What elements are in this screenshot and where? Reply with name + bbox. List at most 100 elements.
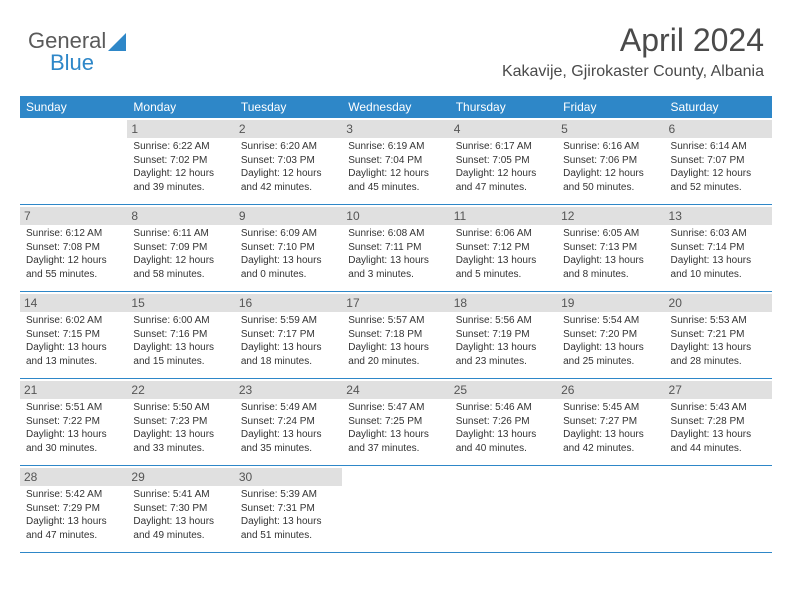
calendar-header-row: SundayMondayTuesdayWednesdayThursdayFrid… xyxy=(20,96,772,118)
daylight-text: Daylight: 13 hours xyxy=(133,341,228,355)
daylight-text: Daylight: 13 hours xyxy=(671,254,766,268)
calendar-day: 27Sunrise: 5:43 AMSunset: 7:28 PMDayligh… xyxy=(665,379,772,465)
day-number: 11 xyxy=(450,207,557,225)
calendar-week: 14Sunrise: 6:02 AMSunset: 7:15 PMDayligh… xyxy=(20,292,772,379)
sunset-text: Sunset: 7:27 PM xyxy=(563,415,658,429)
day-number: 22 xyxy=(127,381,234,399)
daylight-text: and 23 minutes. xyxy=(456,355,551,369)
daylight-text: and 28 minutes. xyxy=(671,355,766,369)
sunset-text: Sunset: 7:14 PM xyxy=(671,241,766,255)
calendar-day: 24Sunrise: 5:47 AMSunset: 7:25 PMDayligh… xyxy=(342,379,449,465)
daylight-text: Daylight: 13 hours xyxy=(26,515,121,529)
calendar-day: 16Sunrise: 5:59 AMSunset: 7:17 PMDayligh… xyxy=(235,292,342,378)
sunrise-text: Sunrise: 6:12 AM xyxy=(26,227,121,241)
day-number: 8 xyxy=(127,207,234,225)
sunset-text: Sunset: 7:23 PM xyxy=(133,415,228,429)
sunrise-text: Sunrise: 6:08 AM xyxy=(348,227,443,241)
calendar-day-empty xyxy=(557,466,664,552)
daylight-text: Daylight: 13 hours xyxy=(133,515,228,529)
sunset-text: Sunset: 7:06 PM xyxy=(563,154,658,168)
day-number: 16 xyxy=(235,294,342,312)
daylight-text: and 18 minutes. xyxy=(241,355,336,369)
daylight-text: Daylight: 12 hours xyxy=(671,167,766,181)
daylight-text: Daylight: 13 hours xyxy=(456,341,551,355)
daylight-text: and 0 minutes. xyxy=(241,268,336,282)
sunrise-text: Sunrise: 5:53 AM xyxy=(671,314,766,328)
calendar-day: 20Sunrise: 5:53 AMSunset: 7:21 PMDayligh… xyxy=(665,292,772,378)
calendar-day: 19Sunrise: 5:54 AMSunset: 7:20 PMDayligh… xyxy=(557,292,664,378)
sunset-text: Sunset: 7:09 PM xyxy=(133,241,228,255)
daylight-text: and 45 minutes. xyxy=(348,181,443,195)
day-number: 29 xyxy=(127,468,234,486)
day-number: 15 xyxy=(127,294,234,312)
sunset-text: Sunset: 7:31 PM xyxy=(241,502,336,516)
daylight-text: Daylight: 13 hours xyxy=(456,428,551,442)
sunrise-text: Sunrise: 5:41 AM xyxy=(133,488,228,502)
daylight-text: and 42 minutes. xyxy=(241,181,336,195)
day-number: 30 xyxy=(235,468,342,486)
sunrise-text: Sunrise: 6:00 AM xyxy=(133,314,228,328)
daylight-text: and 58 minutes. xyxy=(133,268,228,282)
calendar-day-empty xyxy=(342,466,449,552)
brand-logo: General Blue xyxy=(28,28,130,76)
calendar-day: 26Sunrise: 5:45 AMSunset: 7:27 PMDayligh… xyxy=(557,379,664,465)
day-number: 24 xyxy=(342,381,449,399)
daylight-text: and 47 minutes. xyxy=(456,181,551,195)
calendar-day: 12Sunrise: 6:05 AMSunset: 7:13 PMDayligh… xyxy=(557,205,664,291)
calendar-day: 8Sunrise: 6:11 AMSunset: 7:09 PMDaylight… xyxy=(127,205,234,291)
sunrise-text: Sunrise: 6:05 AM xyxy=(563,227,658,241)
sunrise-text: Sunrise: 6:06 AM xyxy=(456,227,551,241)
day-number: 1 xyxy=(127,120,234,138)
daylight-text: and 25 minutes. xyxy=(563,355,658,369)
day-number: 20 xyxy=(665,294,772,312)
sunrise-text: Sunrise: 5:45 AM xyxy=(563,401,658,415)
daylight-text: Daylight: 13 hours xyxy=(26,428,121,442)
daylight-text: and 33 minutes. xyxy=(133,442,228,456)
day-number: 10 xyxy=(342,207,449,225)
sunset-text: Sunset: 7:04 PM xyxy=(348,154,443,168)
sunset-text: Sunset: 7:12 PM xyxy=(456,241,551,255)
daylight-text: and 13 minutes. xyxy=(26,355,121,369)
sunset-text: Sunset: 7:07 PM xyxy=(671,154,766,168)
calendar-day: 25Sunrise: 5:46 AMSunset: 7:26 PMDayligh… xyxy=(450,379,557,465)
sunrise-text: Sunrise: 6:16 AM xyxy=(563,140,658,154)
calendar-day: 1Sunrise: 6:22 AMSunset: 7:02 PMDaylight… xyxy=(127,118,234,204)
sunset-text: Sunset: 7:08 PM xyxy=(26,241,121,255)
sunrise-text: Sunrise: 5:51 AM xyxy=(26,401,121,415)
sunrise-text: Sunrise: 6:17 AM xyxy=(456,140,551,154)
sunrise-text: Sunrise: 6:22 AM xyxy=(133,140,228,154)
day-number: 9 xyxy=(235,207,342,225)
daylight-text: Daylight: 13 hours xyxy=(348,341,443,355)
sunset-text: Sunset: 7:16 PM xyxy=(133,328,228,342)
daylight-text: and 49 minutes. xyxy=(133,529,228,543)
sunrise-text: Sunrise: 6:03 AM xyxy=(671,227,766,241)
sunrise-text: Sunrise: 5:42 AM xyxy=(26,488,121,502)
daylight-text: and 44 minutes. xyxy=(671,442,766,456)
sunrise-text: Sunrise: 6:19 AM xyxy=(348,140,443,154)
calendar-day: 5Sunrise: 6:16 AMSunset: 7:06 PMDaylight… xyxy=(557,118,664,204)
sunset-text: Sunset: 7:02 PM xyxy=(133,154,228,168)
sunrise-text: Sunrise: 5:47 AM xyxy=(348,401,443,415)
dow-header: Thursday xyxy=(450,96,557,118)
daylight-text: and 40 minutes. xyxy=(456,442,551,456)
brand-part2: Blue xyxy=(28,50,130,76)
sunset-text: Sunset: 7:22 PM xyxy=(26,415,121,429)
calendar-day: 21Sunrise: 5:51 AMSunset: 7:22 PMDayligh… xyxy=(20,379,127,465)
calendar-day: 15 Sunrise: 6:00 AMSunset: 7:16 PMDayligh… xyxy=(127,292,234,378)
calendar-day: 28Sunrise: 5:42 AMSunset: 7:29 PMDayligh… xyxy=(20,466,127,552)
daylight-text: Daylight: 13 hours xyxy=(241,254,336,268)
day-number: 3 xyxy=(342,120,449,138)
dow-header: Friday xyxy=(557,96,664,118)
daylight-text: Daylight: 13 hours xyxy=(241,428,336,442)
sunset-text: Sunset: 7:25 PM xyxy=(348,415,443,429)
daylight-text: Daylight: 12 hours xyxy=(348,167,443,181)
calendar-day: 18Sunrise: 5:56 AMSunset: 7:19 PMDayligh… xyxy=(450,292,557,378)
daylight-text: Daylight: 12 hours xyxy=(563,167,658,181)
daylight-text: and 55 minutes. xyxy=(26,268,121,282)
calendar-grid: SundayMondayTuesdayWednesdayThursdayFrid… xyxy=(20,96,772,553)
daylight-text: and 30 minutes. xyxy=(26,442,121,456)
sunset-text: Sunset: 7:03 PM xyxy=(241,154,336,168)
sunrise-text: Sunrise: 5:46 AM xyxy=(456,401,551,415)
sunset-text: Sunset: 7:26 PM xyxy=(456,415,551,429)
daylight-text: and 35 minutes. xyxy=(241,442,336,456)
